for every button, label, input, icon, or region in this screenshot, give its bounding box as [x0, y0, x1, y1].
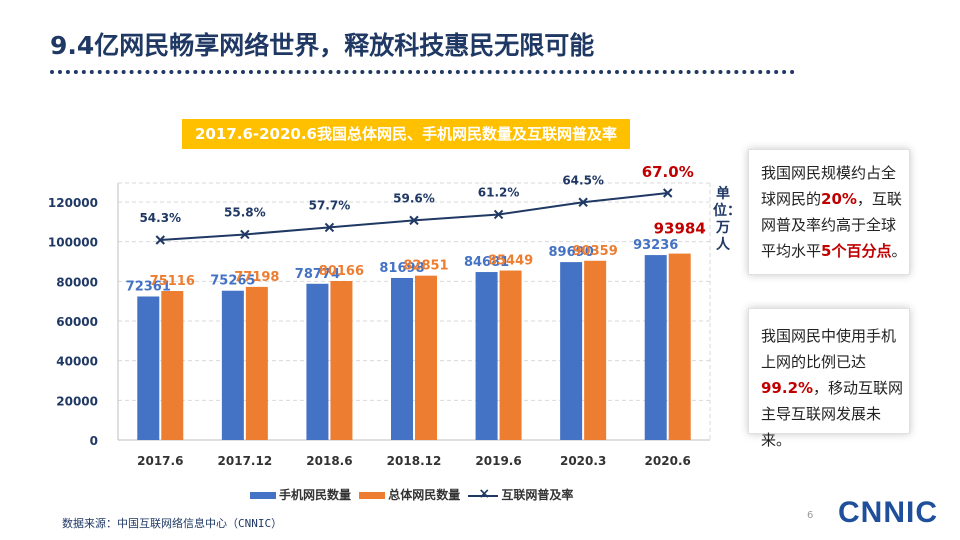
card2-text-2: ，移动互联网主导互联网发展未来。 — [761, 379, 904, 449]
x-tick-label: 2018.12 — [387, 454, 442, 468]
legend-total-label: 总体网民数量 — [388, 488, 461, 502]
info-card-global-share: 我国网民规模约占全球网民的20%，互联网普及率约高于全球平均水平5个百分点。 — [748, 149, 910, 275]
x-tick-label: 2019.6 — [475, 454, 521, 468]
y-tick-label: 0 — [90, 434, 98, 448]
card2-text-1: 我国网民中使用手机上网的比例已达 — [761, 327, 897, 371]
card1-text-2: ，互联网普及率约高于全球平均水平 — [761, 190, 902, 260]
data-label-total: 90359 — [573, 244, 618, 259]
legend-mobile-swatch — [250, 492, 276, 499]
rate-point — [409, 215, 419, 226]
y-tick-label: 60000 — [56, 315, 98, 329]
unit-label: 单位：万人 — [713, 186, 741, 254]
data-source: 数据来源：中国互联网络信息中心（CNNIC） — [62, 517, 283, 530]
bar-mobile — [475, 272, 498, 440]
bar-total — [245, 286, 268, 440]
x-tick-label: 2020.3 — [560, 454, 606, 468]
rate-point — [155, 235, 165, 245]
cnnic-logo: CNNIC — [838, 496, 938, 529]
data-label-mobile: 81698 — [379, 261, 424, 276]
y-tick-label: 100000 — [48, 236, 98, 250]
legend-rate-swatch — [468, 486, 499, 502]
chart-title: 2017.6-2020.6我国总体网民、手机网民数量及互联网普及率 — [182, 119, 630, 149]
bar-mobile — [644, 255, 667, 440]
rate-label: 54.3% — [139, 211, 181, 225]
bar-total — [415, 275, 437, 440]
data-label-total: 75116 — [150, 274, 195, 289]
rate-point — [663, 188, 673, 198]
rate-point — [578, 197, 588, 207]
data-label-total: 77198 — [234, 270, 279, 285]
x-tick-label: 2020.6 — [645, 454, 691, 468]
legend-mobile: 手机网民数量 — [250, 486, 351, 503]
y-tick-label: 80000 — [56, 275, 98, 289]
rate-label: 57.7% — [309, 198, 351, 212]
y-tick-label: 40000 — [56, 355, 98, 369]
rate-label: 59.6% — [393, 191, 435, 205]
bar-mobile — [306, 283, 329, 440]
legend-mobile-label: 手机网民数量 — [279, 488, 352, 502]
data-label-total: 93984 — [654, 220, 706, 238]
rate-point — [240, 229, 250, 240]
card1-highlight-2: 5个百分点 — [821, 242, 892, 260]
bar-mobile — [137, 296, 160, 440]
data-label-total: 80166 — [319, 264, 364, 279]
card2-highlight-1: 99.2% — [761, 379, 814, 397]
info-card-mobile-share: 我国网民中使用手机上网的比例已达 99.2%，移动互联网主导互联网发展未来。 — [748, 308, 910, 449]
bar-total — [330, 281, 353, 440]
bar-total — [584, 260, 607, 440]
rate-label: 61.2% — [478, 185, 520, 199]
data-label-mobile: 75265 — [210, 274, 255, 289]
unit-label-text: 单位：万人 — [713, 186, 741, 253]
legend-total: 总体网民数量 — [359, 486, 460, 503]
data-label-mobile: 89690 — [549, 245, 594, 260]
rate-point — [493, 209, 504, 220]
bar-total — [161, 291, 184, 440]
data-label-mobile: 84681 — [464, 255, 509, 270]
rate-label: 55.8% — [224, 205, 266, 219]
rate-label: 67.0% — [642, 163, 694, 181]
data-label-mobile: 72361 — [126, 279, 171, 294]
rate-label: 64.5% — [562, 173, 604, 187]
chart-legend: 手机网民数量 总体网民数量 互联网普及率 — [250, 486, 577, 503]
y-tick-label: 120000 — [48, 196, 98, 210]
x-tick-label: 2018.6 — [306, 454, 352, 468]
card1-text-1: 我国网民规模约占全球网民的 — [761, 164, 897, 208]
bar-mobile — [221, 290, 244, 440]
x-tick-label: 2017.6 — [137, 454, 183, 468]
bar-mobile — [560, 262, 583, 440]
x-tick-label: 2017.12 — [218, 454, 273, 468]
bar-total — [499, 270, 522, 440]
data-label-total: 82851 — [403, 259, 448, 274]
slide-title: 9.4亿网民畅享网络世界，释放科技惠民无限可能 — [50, 31, 595, 60]
page-number: 6 — [807, 510, 814, 521]
legend-total-swatch — [359, 492, 386, 499]
y-tick-label: 20000 — [56, 394, 98, 408]
bar-total — [668, 253, 691, 440]
card1-highlight-1: 20% — [821, 190, 857, 208]
card1-text-3: 。 — [891, 242, 907, 260]
rate-point — [324, 222, 335, 233]
data-label-total: 85449 — [488, 254, 533, 269]
data-label-mobile: 93236 — [633, 238, 678, 253]
legend-rate: 互联网普及率 — [468, 486, 573, 503]
legend-rate-label: 互联网普及率 — [501, 488, 574, 502]
bar-mobile — [391, 277, 413, 440]
data-label-mobile: 78774 — [295, 267, 340, 282]
title-divider — [50, 70, 795, 74]
